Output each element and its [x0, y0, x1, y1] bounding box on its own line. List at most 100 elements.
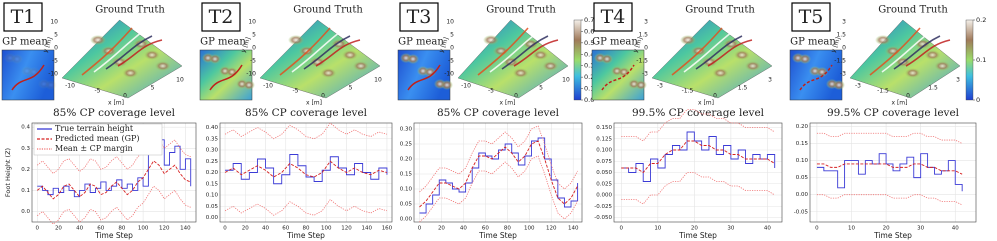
chart-title: 85% CP coverage level	[53, 107, 176, 119]
gt-bump	[934, 61, 951, 71]
gt-trajectory	[513, 39, 559, 67]
gt-y-tick: -5	[250, 58, 256, 65]
label-box	[791, 2, 831, 32]
gt-x-tick: 10	[562, 77, 570, 84]
gp-bump	[601, 54, 613, 64]
y-tick-label: 0.30	[400, 127, 413, 133]
y-tick-label: 0.05	[206, 204, 219, 210]
cp-lower	[621, 172, 775, 205]
gt-y-tick: -10	[246, 71, 256, 78]
x-tick-label: 40	[952, 226, 959, 232]
label-box	[399, 2, 439, 32]
gt-x-label: x [m]	[698, 100, 714, 107]
gp-bump	[243, 80, 255, 90]
plot-frame	[31, 122, 197, 223]
x-axis-label: Time Step	[286, 231, 325, 240]
x-tick-label: 0	[620, 226, 624, 232]
gt-bump	[288, 35, 304, 45]
colorbar-tick-label: 0.2	[584, 73, 594, 81]
true-height-line	[225, 154, 388, 185]
gt-bump	[122, 68, 139, 78]
gt-x-tick: 5	[349, 85, 353, 92]
gt-bump	[133, 39, 150, 49]
gt-bump	[512, 68, 529, 78]
x-tick-label: 60	[97, 226, 104, 232]
true-height-line	[816, 153, 963, 192]
gp-bump	[209, 54, 221, 64]
gp-trajectory	[407, 64, 441, 91]
panel-label: T4	[601, 6, 626, 28]
y-tick-label: 0.15	[400, 172, 413, 178]
y-tick-label: 0.15	[796, 141, 809, 147]
y-tick-label: 0.20	[796, 124, 809, 130]
gt-x-tick: -3	[657, 83, 663, 90]
y-tick-label: 0.1	[21, 188, 30, 194]
legend-label: Predicted mean (GP)	[55, 134, 140, 143]
mean-line	[621, 140, 775, 174]
gt-x-tick: 5	[539, 85, 543, 92]
gt-y-tick: 5	[252, 32, 256, 39]
gt-x-label: x [m]	[892, 100, 908, 107]
gt-bump	[532, 50, 549, 60]
gt-x-tick: 10	[374, 77, 382, 84]
gp-bump	[833, 80, 845, 90]
x-tick-label: 60	[482, 226, 489, 232]
y-tick-label: 0.025	[596, 181, 612, 187]
gt-bump	[309, 57, 326, 67]
gt-x-tick: -1.5	[682, 88, 694, 95]
plot-frame	[219, 122, 393, 223]
x-tick-label: 20	[883, 226, 890, 232]
cp-lower	[224, 198, 388, 216]
gt-trajectory	[279, 27, 331, 76]
gt-y-tick: -1.5	[636, 58, 648, 65]
cp-upper	[621, 109, 775, 142]
gt-bump	[884, 46, 901, 56]
gt-x-tick: 5	[151, 85, 155, 92]
gt-x-tick: 10	[176, 77, 184, 84]
gt-y-tick: 0	[54, 45, 58, 52]
gt-y-tick: 0	[252, 45, 256, 52]
colorbar	[965, 19, 974, 101]
y-tick-label: 0.05	[400, 202, 413, 208]
x-tick-label: 0	[223, 226, 227, 232]
gp-trajectory	[11, 64, 45, 91]
y-tick-label: 0.000	[596, 193, 612, 199]
y-tick-label: 0.100	[596, 148, 612, 154]
gt-bump	[331, 39, 348, 49]
gt-x-label: x [m]	[500, 100, 516, 107]
gt-trajectory	[683, 31, 733, 73]
chart-title: 99.5% CP coverage level	[827, 107, 960, 119]
colorbar-tick-label: 0.1	[584, 85, 594, 93]
panel-label: T3	[407, 6, 432, 28]
y-tick-label: 0.00	[206, 215, 219, 221]
y-tick-label: 0.10	[206, 193, 219, 199]
gt-trajectory	[81, 27, 133, 76]
y-tick-label: -0.050	[594, 215, 612, 221]
y-tick-label: 0.00	[400, 217, 413, 223]
y-tick-label: 0.10	[400, 187, 413, 193]
gt-trajectory	[117, 39, 163, 67]
gt-x-tick: -10	[461, 83, 471, 90]
gt-bump	[875, 35, 891, 45]
x-tick-label: 20	[55, 226, 62, 232]
x-tick-label: 40	[460, 226, 467, 232]
x-tick-label: 100	[524, 226, 535, 232]
x-tick-label: 40	[262, 226, 269, 232]
gt-bump	[483, 35, 499, 45]
gt-trajectory	[501, 35, 549, 70]
gt-y-tick: 0	[644, 45, 648, 52]
x-tick-label: 140	[180, 226, 191, 232]
y-tick-label: 0.20	[400, 157, 413, 163]
gp-trajectory	[601, 64, 635, 91]
gt-y-tick: 3	[842, 19, 846, 26]
x-tick-label: 80	[118, 226, 125, 232]
y-tick-label: 0.25	[400, 142, 413, 148]
gt-y-tick: 3	[644, 19, 648, 26]
gp-bump	[407, 54, 419, 64]
x-axis-label: Time Step	[478, 231, 517, 240]
colorbar-tick-label: 0.7	[584, 16, 594, 24]
gt-trajectory	[905, 39, 951, 67]
gt-y-tick: 10	[446, 19, 454, 26]
label-box	[201, 2, 241, 32]
cp-upper	[816, 132, 963, 144]
